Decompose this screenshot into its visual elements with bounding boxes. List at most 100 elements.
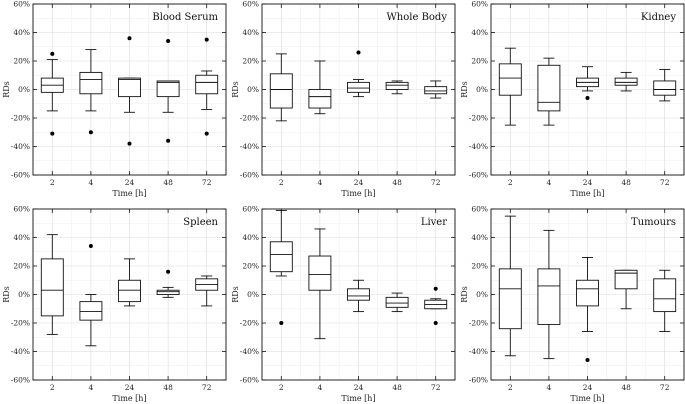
x-tick-label: 2: [508, 178, 513, 187]
outlier-point: [127, 141, 132, 146]
box-iqr: [195, 74, 219, 95]
box-2h: [498, 215, 522, 357]
box-24h: [576, 257, 599, 363]
outlier-point: [88, 130, 93, 135]
y-tick-label: 40%: [242, 233, 259, 242]
box-iqr: [347, 288, 370, 301]
x-tick-label: 2: [279, 178, 284, 187]
box-4h: [308, 228, 332, 340]
outlier-point: [166, 138, 171, 143]
x-tick-label: 48: [163, 383, 173, 392]
box-iqr: [424, 86, 448, 95]
x-tick-label: 24: [354, 383, 364, 392]
box-iqr: [614, 77, 638, 86]
box-iqr: [156, 80, 180, 98]
x-tick-label: 4: [89, 383, 94, 392]
y-axis-label: RDs: [460, 286, 469, 303]
box-iqr: [347, 81, 370, 93]
box-24h: [347, 50, 370, 98]
x-axis-label: Time [h]: [341, 394, 375, 403]
box-iqr: [308, 255, 332, 291]
y-tick-label: -60%: [11, 376, 30, 385]
box-48h: [614, 71, 638, 92]
y-tick-label: 60%: [242, 0, 259, 9]
y-tick-label: 40%: [471, 28, 488, 37]
box-48h: [156, 39, 180, 143]
box-iqr: [385, 296, 409, 308]
y-tick-label: -20%: [469, 114, 488, 123]
box-iqr: [156, 289, 180, 295]
y-tick-label: 20%: [242, 57, 259, 66]
panel-title: Liver: [421, 217, 447, 228]
y-tick-label: 60%: [471, 0, 488, 9]
y-tick-label: 60%: [13, 0, 30, 9]
y-tick-label: 0%: [18, 290, 30, 299]
y-tick-label: 0%: [476, 85, 488, 94]
y-axis-label: RDs: [231, 286, 240, 303]
box-72h: [653, 269, 677, 332]
y-tick-label: 20%: [242, 262, 259, 271]
x-tick-label: 2: [508, 383, 513, 392]
box-iqr: [498, 268, 522, 330]
x-tick-label: 2: [50, 383, 55, 392]
y-tick-label: 0%: [18, 85, 30, 94]
outlier-point: [585, 358, 590, 363]
x-tick-label: 4: [547, 383, 552, 392]
y-tick-label: 40%: [13, 28, 30, 37]
box-2h: [269, 53, 293, 122]
box-iqr: [118, 77, 141, 98]
y-tick-label: -60%: [469, 376, 488, 385]
box-iqr: [79, 301, 103, 321]
y-tick-label: 0%: [476, 290, 488, 299]
y-tick-label: -60%: [469, 171, 488, 180]
x-tick-label: 4: [318, 178, 323, 187]
x-tick-label: 72: [431, 178, 441, 187]
box-iqr: [269, 241, 293, 273]
x-axis-label: Time [h]: [570, 189, 604, 198]
outlier-point: [433, 321, 438, 325]
x-tick-label: 48: [621, 383, 631, 392]
x-axis-label: Time [h]: [112, 189, 146, 198]
x-tick-label: 72: [660, 383, 670, 392]
y-tick-label: 60%: [471, 205, 488, 214]
y-tick-label: 40%: [13, 233, 30, 242]
box-2h: [40, 234, 64, 335]
box-72h: [653, 69, 677, 102]
y-axis-label: RDs: [2, 286, 11, 303]
x-axis-label: Time [h]: [341, 189, 375, 198]
outlier-point: [204, 131, 209, 136]
y-tick-label: 20%: [471, 57, 488, 66]
outlier-point: [585, 96, 590, 101]
y-axis-label: RDs: [460, 81, 469, 98]
box-4h: [308, 60, 332, 115]
x-tick-label: 4: [89, 178, 94, 187]
box-2h: [498, 47, 522, 126]
outlier-point: [88, 244, 93, 249]
panel-title: Blood Serum: [152, 12, 218, 23]
y-tick-label: -20%: [240, 319, 259, 328]
y-tick-label: -40%: [469, 142, 488, 151]
x-tick-label: 4: [318, 383, 323, 392]
box-iqr: [79, 71, 103, 95]
box-iqr: [308, 89, 332, 109]
box-iqr: [269, 73, 293, 109]
box-24h: [118, 36, 141, 146]
x-tick-label: 48: [392, 178, 402, 187]
x-tick-label: 24: [583, 178, 593, 187]
panel-title: Kidney: [641, 12, 676, 23]
y-tick-label: -20%: [240, 114, 259, 123]
box-4h: [537, 57, 561, 126]
box-iqr: [40, 258, 64, 317]
box-iqr: [385, 81, 409, 90]
y-tick-label: -40%: [240, 142, 259, 151]
box-4h: [79, 49, 103, 135]
x-tick-label: 48: [163, 178, 173, 187]
x-tick-label: 72: [202, 178, 212, 187]
y-tick-label: -20%: [11, 319, 30, 328]
box-48h: [385, 292, 409, 313]
x-tick-label: 48: [392, 383, 402, 392]
